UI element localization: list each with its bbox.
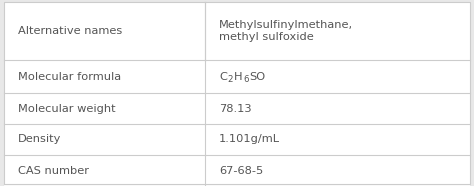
- Bar: [4, 155, 470, 186]
- Text: Alternative names: Alternative names: [18, 26, 122, 36]
- Text: 78.13: 78.13: [219, 103, 252, 113]
- Text: H: H: [234, 71, 243, 81]
- Text: Methylsulfinylmethane,: Methylsulfinylmethane,: [219, 20, 353, 31]
- Text: Density: Density: [18, 134, 61, 145]
- Text: SO: SO: [249, 71, 265, 81]
- Text: 6: 6: [243, 75, 248, 84]
- Text: C: C: [219, 71, 227, 81]
- Bar: [4, 93, 470, 124]
- Text: 67-68-5: 67-68-5: [219, 166, 263, 176]
- Bar: [4, 60, 470, 93]
- Text: 1.101g/mL: 1.101g/mL: [219, 134, 280, 145]
- Text: CAS number: CAS number: [18, 166, 89, 176]
- Text: Molecular weight: Molecular weight: [18, 103, 116, 113]
- Bar: [4, 124, 470, 155]
- Bar: [4, 2, 470, 60]
- Text: 2: 2: [228, 75, 233, 84]
- Text: Molecular formula: Molecular formula: [18, 71, 121, 81]
- Text: methyl sulfoxide: methyl sulfoxide: [219, 31, 314, 41]
